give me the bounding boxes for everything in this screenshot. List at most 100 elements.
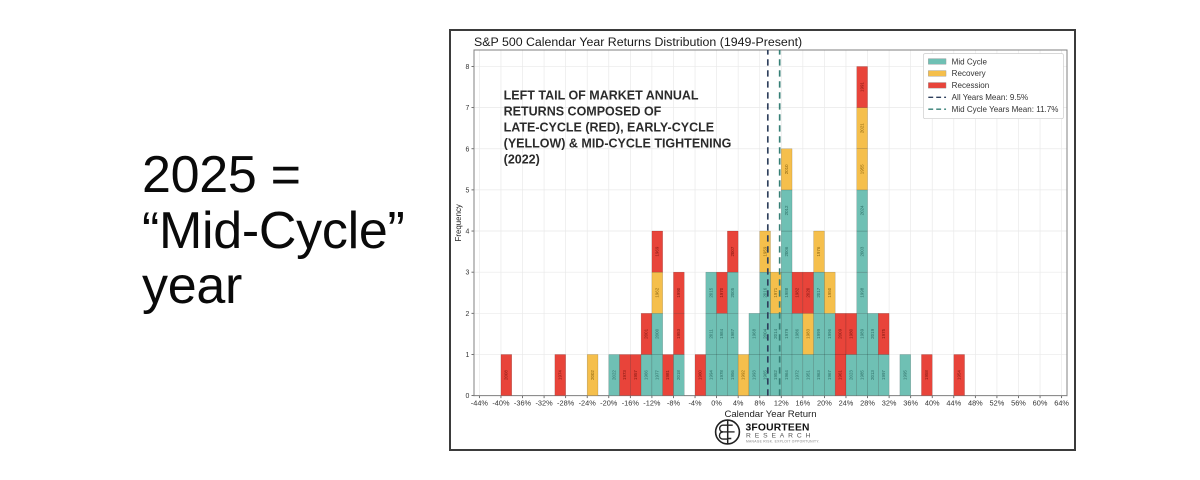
svg-text:Recovery: Recovery xyxy=(952,69,986,78)
svg-text:2007: 2007 xyxy=(730,246,735,256)
svg-text:1966: 1966 xyxy=(644,370,649,380)
svg-text:2001: 2001 xyxy=(644,328,649,338)
svg-text:1977: 1977 xyxy=(654,370,659,380)
svg-text:2010: 2010 xyxy=(784,164,789,174)
svg-text:1994: 1994 xyxy=(708,370,713,380)
svg-text:1974: 1974 xyxy=(557,370,562,380)
svg-text:1986: 1986 xyxy=(795,328,800,338)
svg-text:64%: 64% xyxy=(1054,399,1069,408)
svg-text:1980: 1980 xyxy=(849,328,854,338)
svg-text:1997: 1997 xyxy=(881,370,886,380)
svg-text:-36%: -36% xyxy=(514,399,532,408)
svg-text:28%: 28% xyxy=(860,399,875,408)
svg-text:2023: 2023 xyxy=(849,370,854,380)
svg-text:1978: 1978 xyxy=(719,370,724,380)
svg-text:Frequency: Frequency xyxy=(454,204,463,241)
svg-text:1976: 1976 xyxy=(816,246,821,256)
svg-text:1959: 1959 xyxy=(762,246,767,256)
svg-text:1973: 1973 xyxy=(622,370,627,380)
svg-text:1979: 1979 xyxy=(784,328,789,338)
svg-text:-24%: -24% xyxy=(579,399,597,408)
svg-text:1963: 1963 xyxy=(816,370,821,380)
svg-text:48%: 48% xyxy=(968,399,983,408)
svg-text:52%: 52% xyxy=(990,399,1005,408)
svg-text:2013: 2013 xyxy=(870,370,875,380)
svg-text:LEFT TAIL OF MARKET ANNUAL: LEFT TAIL OF MARKET ANNUAL xyxy=(504,88,699,102)
svg-text:6: 6 xyxy=(466,146,470,153)
svg-text:1: 1 xyxy=(466,352,470,359)
svg-text:1953: 1953 xyxy=(676,328,681,338)
svg-text:2008: 2008 xyxy=(503,370,508,380)
svg-text:-16%: -16% xyxy=(622,399,640,408)
svg-text:1988: 1988 xyxy=(784,287,789,297)
svg-text:5: 5 xyxy=(466,187,470,194)
svg-text:1996: 1996 xyxy=(827,328,832,338)
svg-text:-44%: -44% xyxy=(471,399,489,408)
svg-text:2000: 2000 xyxy=(654,328,659,338)
svg-text:2002: 2002 xyxy=(590,370,595,380)
svg-text:1951: 1951 xyxy=(805,370,810,380)
svg-text:2009: 2009 xyxy=(838,328,843,338)
svg-text:8: 8 xyxy=(466,64,470,71)
svg-text:1971: 1971 xyxy=(773,287,778,297)
svg-text:1987: 1987 xyxy=(730,328,735,338)
svg-text:2018: 2018 xyxy=(676,370,681,380)
svg-text:1964: 1964 xyxy=(784,370,789,380)
svg-text:2006: 2006 xyxy=(784,246,789,256)
svg-text:1982: 1982 xyxy=(795,287,800,297)
svg-text:1968: 1968 xyxy=(751,328,756,338)
svg-text:4: 4 xyxy=(466,229,470,236)
svg-text:2015: 2015 xyxy=(708,287,713,297)
svg-text:1984: 1984 xyxy=(719,328,724,338)
svg-text:-32%: -32% xyxy=(535,399,553,408)
svg-text:12%: 12% xyxy=(774,399,789,408)
svg-text:Calendar Year Return: Calendar Year Return xyxy=(724,409,816,420)
svg-text:-28%: -28% xyxy=(557,399,575,408)
svg-text:1954: 1954 xyxy=(956,370,961,380)
svg-text:Mid Cycle Years Mean: 11.7%: Mid Cycle Years Mean: 11.7% xyxy=(952,105,1059,114)
svg-text:-8%: -8% xyxy=(667,399,681,408)
svg-text:16%: 16% xyxy=(795,399,810,408)
svg-text:1995: 1995 xyxy=(902,370,907,380)
svg-text:1981: 1981 xyxy=(665,370,670,380)
svg-text:32%: 32% xyxy=(882,399,897,408)
svg-text:1950: 1950 xyxy=(827,287,832,297)
svg-text:1972: 1972 xyxy=(795,370,800,380)
svg-text:-40%: -40% xyxy=(492,399,510,408)
svg-text:1960: 1960 xyxy=(698,370,703,380)
svg-text:1952: 1952 xyxy=(773,370,778,380)
svg-text:1969: 1969 xyxy=(654,246,659,256)
svg-text:2: 2 xyxy=(466,311,470,318)
svg-text:2005: 2005 xyxy=(730,287,735,297)
svg-text:3: 3 xyxy=(466,270,470,277)
svg-text:44%: 44% xyxy=(946,399,961,408)
svg-text:1993: 1993 xyxy=(751,370,756,380)
svg-text:2022: 2022 xyxy=(611,370,616,380)
svg-text:2003: 2003 xyxy=(859,246,864,256)
svg-text:20%: 20% xyxy=(817,399,832,408)
svg-text:MANAGE RISK. EXPLOIT OPPORTUNI: MANAGE RISK. EXPLOIT OPPORTUNITY. xyxy=(746,440,820,444)
svg-text:-20%: -20% xyxy=(600,399,618,408)
svg-text:1967: 1967 xyxy=(827,370,832,380)
svg-text:1992: 1992 xyxy=(741,370,746,380)
svg-text:2016: 2016 xyxy=(762,287,767,297)
svg-text:3FOURTEEN: 3FOURTEEN xyxy=(746,422,810,433)
svg-text:0: 0 xyxy=(466,393,470,400)
svg-text:2004: 2004 xyxy=(762,328,767,338)
svg-text:7: 7 xyxy=(466,105,470,112)
svg-text:2024: 2024 xyxy=(859,205,864,215)
svg-text:LATE-CYCLE (RED), EARLY-CYCLE: LATE-CYCLE (RED), EARLY-CYCLE xyxy=(504,120,714,134)
svg-text:(2022): (2022) xyxy=(504,152,540,166)
svg-text:2020: 2020 xyxy=(805,287,810,297)
svg-text:24%: 24% xyxy=(839,399,854,408)
svg-text:2021: 2021 xyxy=(859,123,864,133)
svg-text:1999: 1999 xyxy=(816,328,821,338)
svg-text:Recession: Recession xyxy=(952,81,990,90)
svg-text:1957: 1957 xyxy=(633,370,638,380)
svg-text:1962: 1962 xyxy=(654,287,659,297)
svg-text:Mid Cycle: Mid Cycle xyxy=(952,57,988,66)
svg-text:1983: 1983 xyxy=(805,328,810,338)
svg-text:1955: 1955 xyxy=(859,164,864,174)
svg-text:1990: 1990 xyxy=(676,287,681,297)
svg-text:RESEARCH: RESEARCH xyxy=(746,433,814,440)
